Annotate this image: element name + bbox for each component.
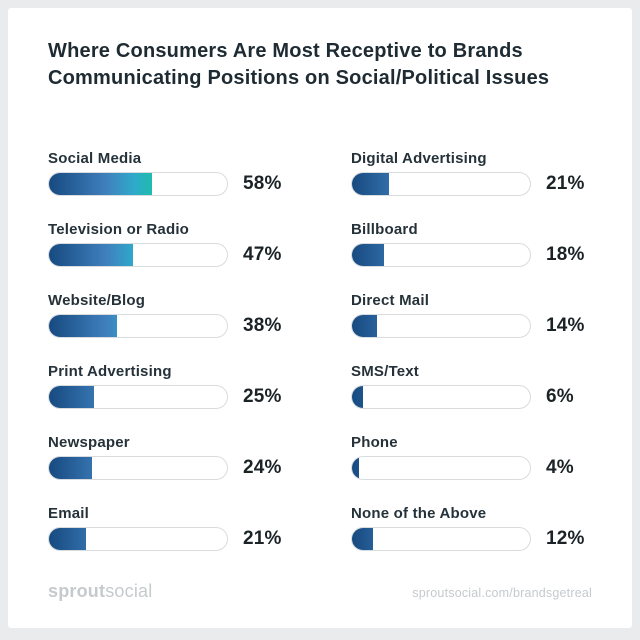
bar-fill <box>49 528 87 550</box>
bar-row: Newspaper 24% <box>48 434 289 480</box>
bar-row: SMS/Text 6% <box>351 363 592 409</box>
bar-label: Website/Blog <box>48 292 146 309</box>
bar-value: 18% <box>546 244 585 265</box>
bar-track <box>48 172 228 196</box>
bar-track <box>351 243 531 267</box>
bar-line: 6% <box>351 385 592 409</box>
bar-value: 24% <box>243 457 282 478</box>
bar-chart: Social Media 58% Television or Radio 47% Web… <box>48 150 592 551</box>
bar-fill <box>352 173 390 195</box>
infographic-card: Where Consumers Are Most Receptive to Br… <box>8 8 632 628</box>
logo-text-bold: sprout <box>48 581 106 601</box>
bar-row: Digital Advertising 21% <box>351 150 592 196</box>
bar-row: Direct Mail 14% <box>351 292 592 338</box>
sproutsocial-logo: sproutsocial <box>48 581 152 602</box>
bar-fill <box>352 244 385 266</box>
bar-fill <box>49 244 133 266</box>
bar-line: 12% <box>351 527 592 551</box>
bar-fill <box>49 386 94 408</box>
bar-row: Billboard 18% <box>351 221 592 267</box>
bar-line: 14% <box>351 314 592 338</box>
bar-value: 6% <box>546 386 574 407</box>
bar-value: 58% <box>243 173 282 194</box>
bar-label: Direct Mail <box>351 292 430 309</box>
bar-line: 4% <box>351 456 592 480</box>
bar-line: 18% <box>351 243 592 267</box>
bar-track <box>48 527 228 551</box>
bar-label: Phone <box>351 434 398 451</box>
bar-label: Social Media <box>48 150 142 167</box>
bar-track <box>351 527 531 551</box>
bar-value: 4% <box>546 457 574 478</box>
bar-label: Digital Advertising <box>351 150 487 167</box>
bar-fill <box>352 457 360 479</box>
bar-line: 25% <box>48 385 289 409</box>
bar-label: Print Advertising <box>48 363 172 380</box>
bar-track <box>351 385 531 409</box>
logo-text-light: social <box>105 581 153 601</box>
bar-row: Email 21% <box>48 505 289 551</box>
bar-label: SMS/Text <box>351 363 420 380</box>
bar-line: 58% <box>48 172 289 196</box>
bar-row: Website/Blog 38% <box>48 292 289 338</box>
bar-value: 25% <box>243 386 282 407</box>
bar-label: None of the Above <box>351 505 487 522</box>
bar-row: Print Advertising 25% <box>48 363 289 409</box>
footer-url: sproutsocial.com/brandsgetreal <box>412 586 592 600</box>
bar-row: None of the Above 12% <box>351 505 592 551</box>
chart-title: Where Consumers Are Most Receptive to Br… <box>48 40 550 89</box>
bar-line: 21% <box>48 527 289 551</box>
bar-fill <box>352 386 363 408</box>
bar-track <box>351 456 531 480</box>
bar-line: 47% <box>48 243 289 267</box>
bar-line: 24% <box>48 456 289 480</box>
bar-row: Social Media 58% <box>48 150 289 196</box>
bar-fill <box>49 457 92 479</box>
bar-track <box>351 314 531 338</box>
bar-track <box>48 456 228 480</box>
bar-value: 38% <box>243 315 282 336</box>
bar-track <box>48 385 228 409</box>
bar-track <box>351 172 531 196</box>
bar-line: 21% <box>351 172 592 196</box>
bar-label: Email <box>48 505 90 522</box>
bar-value: 21% <box>546 173 585 194</box>
bar-value: 12% <box>546 528 585 549</box>
bar-track <box>48 243 228 267</box>
bar-fill <box>352 315 377 337</box>
bar-fill <box>352 528 374 550</box>
bar-value: 14% <box>546 315 585 336</box>
bar-fill <box>49 315 117 337</box>
chart-column-left: Social Media 58% Television or Radio 47% Web… <box>48 150 289 551</box>
bar-track <box>48 314 228 338</box>
bar-fill <box>49 173 153 195</box>
footer: sproutsocial sproutsocial.com/brandsgetr… <box>48 581 592 602</box>
chart-column-right: Digital Advertising 21% Billboard 18% Direct… <box>351 150 592 551</box>
bar-value: 21% <box>243 528 282 549</box>
bar-value: 47% <box>243 244 282 265</box>
bar-label: Billboard <box>351 221 418 238</box>
bar-label: Newspaper <box>48 434 130 451</box>
bar-row: Phone 4% <box>351 434 592 480</box>
bar-label: Television or Radio <box>48 221 190 238</box>
bar-row: Television or Radio 47% <box>48 221 289 267</box>
bar-line: 38% <box>48 314 289 338</box>
